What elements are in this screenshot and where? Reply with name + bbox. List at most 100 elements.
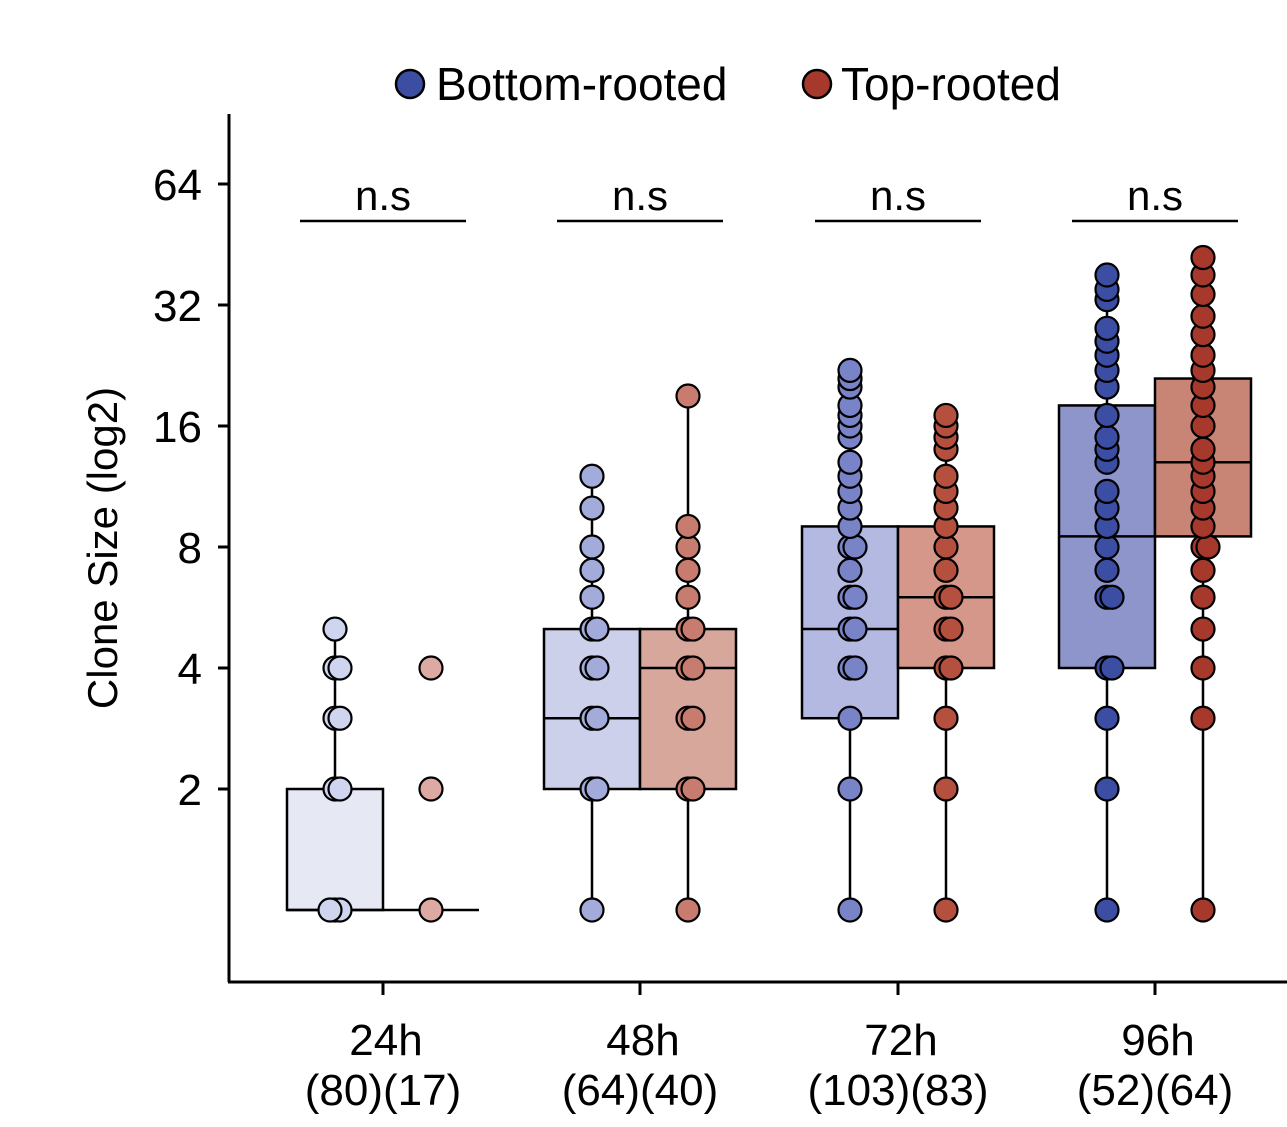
data-point-96h-top-7 bbox=[1195, 534, 1221, 560]
significance-label-72h: n.s bbox=[870, 172, 926, 219]
data-point-48h-top-13 bbox=[675, 383, 701, 409]
data-point-72h-bottom-9 bbox=[837, 557, 863, 583]
data-point-96h-bottom-20 bbox=[1094, 315, 1120, 341]
data-point-96h-bottom-11 bbox=[1094, 478, 1120, 505]
data-point-24h-bottom-9 bbox=[322, 616, 348, 642]
data-point-48h-bottom-0 bbox=[579, 897, 605, 923]
y-tick-label-2: 2 bbox=[178, 766, 202, 815]
legend-marker-top-rooted bbox=[801, 68, 833, 100]
box-24h-bottom bbox=[285, 787, 385, 912]
data-point-48h-bottom-11 bbox=[579, 534, 605, 560]
data-point-24h-top-0 bbox=[418, 897, 444, 923]
data-point-48h-top-9 bbox=[675, 584, 701, 610]
data-point-72h-top-1 bbox=[933, 776, 959, 802]
data-point-72h-bottom-6 bbox=[842, 616, 868, 642]
x-count-label-96h: (52)(64) bbox=[1077, 1066, 1234, 1115]
data-point-72h-top-18 bbox=[933, 402, 959, 429]
data-point-96h-bottom-7 bbox=[1094, 557, 1120, 583]
x-tick-label-24h: 24h bbox=[349, 1016, 422, 1065]
data-point-96h-top-23 bbox=[1190, 244, 1216, 271]
data-point-72h-top-2 bbox=[933, 705, 959, 731]
data-point-96h-bottom-14 bbox=[1094, 424, 1120, 450]
y-tick-label-16: 16 bbox=[153, 403, 202, 452]
data-point-72h-bottom-23 bbox=[837, 357, 863, 384]
box-group-96h-bottom bbox=[1057, 262, 1157, 923]
data-point-72h-bottom-1 bbox=[837, 776, 863, 802]
y-tick-label-4: 4 bbox=[178, 645, 202, 694]
data-point-72h-bottom-8 bbox=[842, 584, 868, 610]
data-point-48h-bottom-6 bbox=[584, 655, 610, 681]
data-point-48h-top-0 bbox=[675, 897, 701, 923]
data-point-48h-top-4 bbox=[680, 705, 706, 731]
significance-label-48h: n.s bbox=[612, 172, 668, 219]
y-tick-label-64: 64 bbox=[153, 161, 202, 210]
y-axis-label: Clone Size (log2) bbox=[79, 387, 126, 709]
legend: Bottom-rooted Top-rooted bbox=[394, 58, 1061, 110]
group-96h: n.s 96h(52)(64) bbox=[1057, 172, 1253, 1115]
data-point-96h-bottom-2 bbox=[1094, 705, 1120, 731]
data-point-48h-bottom-2 bbox=[584, 776, 610, 802]
data-point-48h-bottom-10 bbox=[579, 557, 605, 583]
significance-label-96h: n.s bbox=[1127, 172, 1183, 219]
significance-label-24h: n.s bbox=[355, 172, 411, 219]
data-point-72h-top-4 bbox=[938, 655, 964, 681]
data-point-24h-bottom-4 bbox=[327, 776, 353, 802]
y-tick-label-8: 8 bbox=[178, 524, 202, 573]
data-point-24h-bottom-6 bbox=[327, 705, 353, 731]
box-group-72h-bottom bbox=[800, 357, 900, 923]
data-point-96h-top-5 bbox=[1190, 557, 1216, 583]
data-point-96h-top-4 bbox=[1190, 584, 1216, 610]
data-point-96h-top-0 bbox=[1190, 897, 1216, 923]
data-point-72h-bottom-11 bbox=[842, 534, 868, 560]
data-point-72h-top-14 bbox=[933, 463, 959, 489]
data-point-96h-bottom-4 bbox=[1099, 655, 1125, 681]
data-point-24h-top-1 bbox=[418, 776, 444, 802]
data-point-24h-bottom-8 bbox=[327, 655, 353, 681]
data-point-48h-bottom-8 bbox=[584, 616, 610, 642]
data-point-72h-bottom-4 bbox=[842, 655, 868, 681]
x-tick-label-48h: 48h bbox=[606, 1016, 679, 1065]
box-group-72h-top bbox=[896, 402, 996, 923]
data-point-96h-bottom-23 bbox=[1094, 262, 1120, 288]
data-point-96h-top-13 bbox=[1190, 436, 1216, 462]
data-point-72h-bottom-2 bbox=[837, 705, 863, 731]
data-point-96h-bottom-6 bbox=[1099, 584, 1125, 610]
group-72h: n.s 72h(103)(83) bbox=[800, 172, 996, 1115]
data-point-48h-bottom-4 bbox=[584, 705, 610, 731]
x-tick-label-96h: 96h bbox=[1121, 1016, 1194, 1065]
data-point-48h-top-6 bbox=[680, 655, 706, 681]
group-24h: n.s 24h(80)(17) bbox=[285, 172, 479, 1115]
data-point-96h-bottom-1 bbox=[1094, 776, 1120, 802]
group-48h: n.s 48h(64)(40) bbox=[542, 172, 738, 1115]
data-point-48h-top-2 bbox=[680, 776, 706, 802]
box-group-48h-bottom bbox=[542, 463, 642, 923]
data-point-96h-top-1 bbox=[1190, 705, 1216, 731]
data-point-72h-top-9 bbox=[933, 557, 959, 583]
x-count-label-48h: (64)(40) bbox=[562, 1066, 719, 1115]
legend-label-top-rooted: Top-rooted bbox=[841, 58, 1061, 110]
box-group-24h-top bbox=[383, 655, 479, 923]
data-point-72h-bottom-16 bbox=[837, 449, 863, 475]
data-point-48h-bottom-9 bbox=[579, 584, 605, 610]
legend-marker-bottom-rooted bbox=[394, 68, 426, 100]
data-point-48h-top-8 bbox=[680, 616, 706, 642]
data-point-96h-top-3 bbox=[1190, 616, 1216, 642]
data-point-96h-top-2 bbox=[1190, 655, 1216, 681]
data-point-24h-top-2 bbox=[418, 655, 444, 681]
data-point-48h-top-10 bbox=[675, 557, 701, 583]
box-group-96h-top bbox=[1153, 244, 1253, 923]
data-point-72h-bottom-0 bbox=[837, 897, 863, 923]
data-point-72h-top-0 bbox=[933, 897, 959, 923]
x-count-label-72h: (103)(83) bbox=[808, 1066, 989, 1115]
data-point-48h-bottom-12 bbox=[579, 495, 605, 521]
box-group-24h-bottom bbox=[285, 616, 385, 923]
box-group-48h-top bbox=[638, 383, 738, 923]
data-point-96h-top-20 bbox=[1190, 303, 1216, 329]
data-point-96h-bottom-0 bbox=[1094, 897, 1120, 923]
data-point-96h-bottom-15 bbox=[1094, 402, 1120, 429]
x-tick-label-72h: 72h bbox=[864, 1016, 937, 1065]
data-point-48h-top-12 bbox=[675, 513, 701, 540]
data-point-24h-bottom-2 bbox=[317, 897, 343, 923]
legend-label-bottom-rooted: Bottom-rooted bbox=[436, 58, 727, 110]
